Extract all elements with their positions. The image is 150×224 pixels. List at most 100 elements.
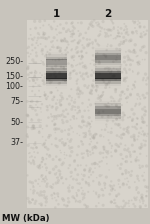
Point xyxy=(95,71,98,75)
Point xyxy=(101,188,103,191)
Bar xyxy=(95,63,121,66)
Point xyxy=(122,199,125,203)
Point xyxy=(97,24,99,27)
Point xyxy=(125,39,127,42)
Point xyxy=(63,203,66,207)
Point xyxy=(78,88,80,91)
Point xyxy=(60,103,62,107)
Point xyxy=(67,166,70,170)
Point xyxy=(120,205,122,208)
Point xyxy=(44,45,47,48)
Point xyxy=(98,43,100,47)
Point xyxy=(115,103,117,107)
Point xyxy=(37,151,39,155)
Point xyxy=(31,181,34,185)
Point xyxy=(58,71,61,75)
Point xyxy=(75,117,78,120)
Point xyxy=(84,135,87,139)
Point xyxy=(95,84,98,88)
Point xyxy=(71,55,73,58)
Bar xyxy=(95,50,121,53)
Point xyxy=(30,33,32,37)
Point xyxy=(123,127,125,131)
Point xyxy=(123,56,126,59)
Point xyxy=(35,41,38,45)
Point xyxy=(122,157,124,161)
Point xyxy=(110,188,113,192)
Point xyxy=(41,173,44,177)
Point xyxy=(115,88,117,91)
Point xyxy=(28,37,30,41)
Point xyxy=(29,155,31,159)
Point xyxy=(63,65,65,69)
Point xyxy=(57,45,59,49)
Point xyxy=(92,46,94,50)
Point xyxy=(112,27,115,30)
Point xyxy=(43,90,46,94)
Point xyxy=(27,65,29,68)
Point xyxy=(43,141,46,145)
Point xyxy=(69,71,72,75)
Point xyxy=(99,134,102,138)
Point xyxy=(113,198,116,202)
Point xyxy=(136,73,139,76)
Point xyxy=(56,33,58,37)
Point xyxy=(134,205,136,208)
Point xyxy=(50,115,53,118)
Point xyxy=(92,146,94,149)
Point xyxy=(125,50,127,54)
Point xyxy=(29,27,32,31)
Point xyxy=(95,90,98,94)
Point xyxy=(110,99,113,103)
Point xyxy=(74,108,76,112)
Point xyxy=(65,30,67,34)
Point xyxy=(65,177,67,181)
Bar xyxy=(95,76,121,79)
Point xyxy=(110,69,113,73)
Point xyxy=(34,71,37,74)
Point xyxy=(57,89,59,92)
Point xyxy=(122,206,124,209)
Point xyxy=(110,115,112,118)
Point xyxy=(30,201,33,205)
Point xyxy=(63,67,66,71)
Point xyxy=(36,106,39,109)
Bar xyxy=(95,53,121,55)
Point xyxy=(123,92,126,96)
Point xyxy=(91,135,94,139)
Point xyxy=(85,164,87,167)
Point xyxy=(76,182,79,185)
Point xyxy=(111,187,114,191)
Point xyxy=(78,55,80,58)
Point xyxy=(54,131,56,134)
Point xyxy=(34,69,36,73)
Point xyxy=(110,200,113,204)
Point xyxy=(91,84,93,88)
Point xyxy=(78,110,81,113)
Point xyxy=(86,42,89,46)
Point xyxy=(82,72,84,76)
Point xyxy=(123,40,125,43)
Point xyxy=(123,133,125,136)
Point xyxy=(98,34,100,38)
Point xyxy=(86,86,89,89)
Point xyxy=(29,188,32,191)
Point xyxy=(37,36,39,40)
Point xyxy=(61,137,63,141)
Point xyxy=(146,134,148,138)
Point xyxy=(85,51,88,55)
Point xyxy=(69,76,71,80)
Point xyxy=(51,105,53,109)
Point xyxy=(121,42,123,46)
Point xyxy=(127,54,129,58)
Point xyxy=(115,195,118,198)
Point xyxy=(83,120,86,124)
Point xyxy=(67,186,70,190)
Point xyxy=(81,61,84,65)
Point xyxy=(140,133,142,136)
Point xyxy=(136,117,139,121)
Bar xyxy=(95,89,121,91)
Point xyxy=(110,131,112,134)
Bar xyxy=(46,62,67,65)
Point xyxy=(123,67,126,71)
